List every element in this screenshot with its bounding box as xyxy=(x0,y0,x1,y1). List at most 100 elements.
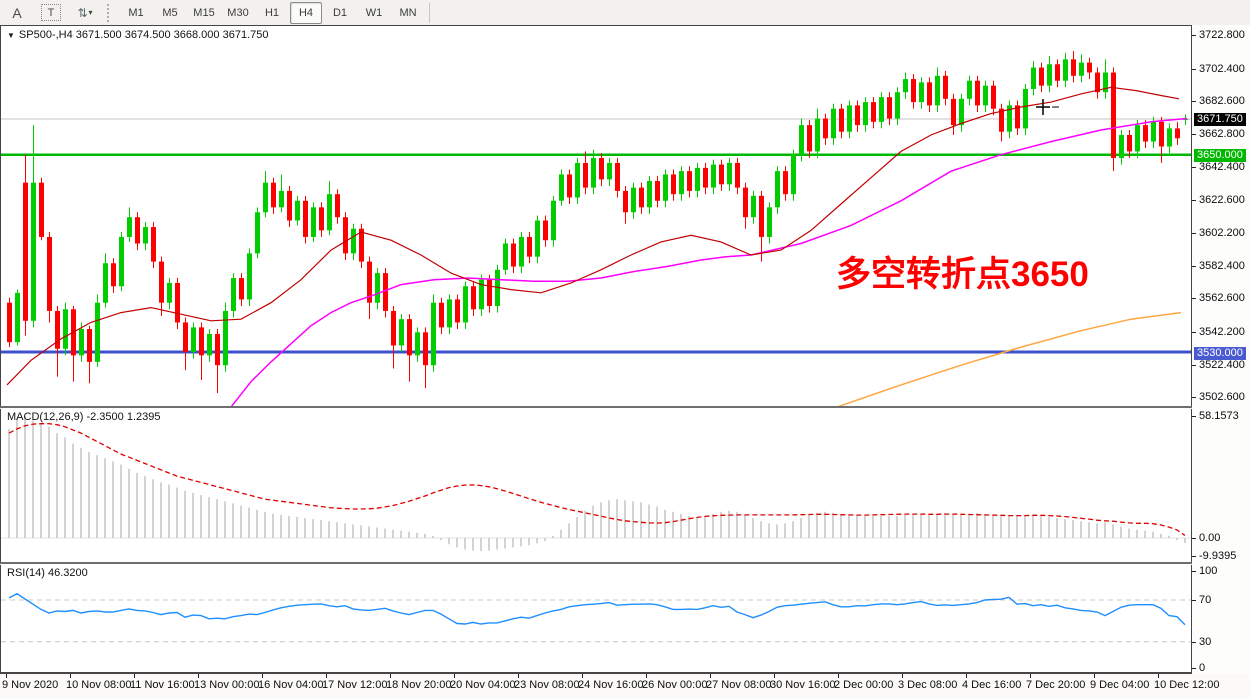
toolbar-grip[interactable] xyxy=(107,3,114,22)
price-axis[interactable]: 3722.800 3702.400 3682.600 3662.800 3642.400… xyxy=(1192,25,1250,674)
time-axis-label: 23 Nov 08:00 xyxy=(514,679,580,691)
time-axis-label: 27 Nov 08:00 xyxy=(706,679,772,691)
time-axis-label: 13 Nov 00:00 xyxy=(194,679,260,691)
timeframe-button-h4[interactable]: H4 xyxy=(290,1,322,24)
axis-tick-mark xyxy=(1192,133,1196,135)
time-tick-mark xyxy=(198,674,199,678)
axis-tick-mark xyxy=(1192,101,1196,103)
time-axis-label: 11 Nov 16:00 xyxy=(130,679,195,691)
time-tick-mark xyxy=(134,674,135,678)
axis-tick-mark xyxy=(1192,556,1196,557)
time-tick-mark xyxy=(326,674,327,678)
time-tick-mark xyxy=(582,674,583,678)
textbox-tool-button[interactable]: T xyxy=(35,2,67,24)
time-axis-label: 10 Nov 08:00 xyxy=(66,679,132,691)
axis-tick-mark xyxy=(1192,199,1196,201)
main-chart-canvas[interactable] xyxy=(1,26,1191,406)
price-axis-border xyxy=(1191,25,1192,674)
axis-tick-mark xyxy=(1192,298,1196,300)
rsi-axis-label: 0 xyxy=(1199,662,1206,674)
time-tick-mark xyxy=(262,674,263,678)
main-chart-panel[interactable]: ▼ SP500-,H4 3671.500 3674.500 3668.000 36… xyxy=(1,26,1191,406)
price-axis-label: 3682.600 xyxy=(1199,95,1245,108)
price-axis-label: 3542.200 xyxy=(1199,325,1245,338)
price-tag: 3530.000 xyxy=(1194,346,1246,360)
chart-top-border xyxy=(0,25,1250,26)
rsi-panel[interactable]: RSI(14) 46.3200 xyxy=(1,564,1191,672)
toolbar: A T ⇅ ▾ M1 M5 M15 M30 H1 H4 D1 W1 MN xyxy=(0,0,1250,26)
time-axis-label: 9 Nov 2020 xyxy=(2,679,59,691)
timeframe-button-d1[interactable]: D1 xyxy=(332,6,348,19)
chart-header: ▼ SP500-,H4 3671.500 3674.500 3668.000 36… xyxy=(7,29,268,41)
macd-panel[interactable]: MACD(12,26,9) -2.3500 1.2395 xyxy=(1,408,1191,562)
time-tick-mark xyxy=(902,674,903,678)
price-tag: 3671.750 xyxy=(1194,113,1246,127)
axis-tick-mark xyxy=(1192,397,1196,399)
timeframe-button-m30[interactable]: M30 xyxy=(227,6,249,19)
timeframe-button-m15[interactable]: M15 xyxy=(193,6,215,19)
macd-header: MACD(12,26,9) -2.3500 1.2395 xyxy=(7,411,161,423)
time-axis-label: 7 Dec 20:00 xyxy=(1026,679,1086,691)
macd-axis-label: 58.1573 xyxy=(1199,409,1239,422)
time-axis-label: 18 Nov 20:00 xyxy=(386,679,452,691)
textbox-tool-icon: T xyxy=(41,4,61,21)
timeframe-button-m1[interactable]: M1 xyxy=(128,6,144,19)
time-tick-mark xyxy=(1158,674,1159,678)
axis-tick-mark xyxy=(1192,265,1196,267)
time-axis-label: 17 Nov 12:00 xyxy=(322,679,388,691)
timeframe-button-m5[interactable]: M5 xyxy=(162,6,178,19)
price-axis-label: 3722.800 xyxy=(1199,29,1245,41)
time-tick-mark xyxy=(6,674,7,678)
macd-canvas[interactable] xyxy=(1,408,1191,562)
window-menu-caret-icon[interactable]: ▼ xyxy=(7,31,15,40)
time-tick-mark xyxy=(70,674,71,678)
time-tick-mark xyxy=(838,674,839,678)
axis-tick-mark xyxy=(1192,331,1196,333)
axis-tick-mark xyxy=(1192,35,1196,36)
price-axis-label: 3522.400 xyxy=(1199,358,1245,371)
time-axis-label: 26 Nov 00:00 xyxy=(642,679,708,691)
time-tick-mark xyxy=(390,674,391,678)
rsi-header: RSI(14) 46.3200 xyxy=(7,567,88,579)
chevron-down-icon: ▾ xyxy=(88,8,93,17)
time-tick-mark xyxy=(646,674,647,678)
chart-annotation-text: 多空转折点3650 xyxy=(836,255,1089,294)
macd-axis-label: 0.00 xyxy=(1199,532,1221,544)
time-axis-label: 16 Nov 04:00 xyxy=(258,679,324,691)
chart-left-border xyxy=(0,26,1,674)
axis-tick-mark xyxy=(1192,68,1196,70)
time-tick-mark xyxy=(774,674,775,678)
timeframe-button-h1[interactable]: H1 xyxy=(264,6,280,19)
time-axis-label: 10 Dec 12:00 xyxy=(1154,679,1220,691)
timeframe-button-w1[interactable]: W1 xyxy=(365,6,383,19)
moving-averages xyxy=(6,86,1188,406)
chart-header-text: SP500-,H4 3671.500 3674.500 3668.000 367… xyxy=(18,29,269,41)
time-tick-mark xyxy=(1030,674,1031,678)
rsi-canvas[interactable] xyxy=(1,564,1191,672)
timeframe-button-group: M1 M5 M15 M30 H1 H4 D1 W1 MN xyxy=(119,1,425,24)
time-axis-label: 3 Dec 08:00 xyxy=(898,679,958,691)
price-axis-label: 3702.400 xyxy=(1199,62,1245,75)
axis-tick-mark xyxy=(1192,364,1196,366)
axis-tick-mark xyxy=(1192,538,1196,539)
crosshair-marker xyxy=(1036,99,1059,116)
rsi-axis-label: 100 xyxy=(1199,565,1218,577)
timeframe-button-mn[interactable]: MN xyxy=(399,6,417,19)
axis-tick-mark xyxy=(1192,415,1196,417)
time-axis-label: 20 Nov 04:00 xyxy=(450,679,516,691)
price-axis-label: 3662.800 xyxy=(1199,127,1245,140)
time-axis[interactable]: 9 Nov 2020 10 Nov 08:00 11 Nov 16:00 13 Nov… xyxy=(0,674,1250,698)
text-label-tool-button[interactable]: A xyxy=(12,4,22,21)
axis-tick-mark xyxy=(1192,668,1196,669)
axis-tick-mark xyxy=(1192,600,1196,601)
candles-layer xyxy=(7,51,1188,394)
toolbar-separator xyxy=(429,2,430,23)
price-axis-label: 3502.600 xyxy=(1199,391,1245,404)
time-tick-mark xyxy=(454,674,455,678)
arrows-tool-button[interactable]: ⇅ ▾ xyxy=(69,2,101,24)
time-tick-mark xyxy=(1094,674,1095,678)
time-axis-border xyxy=(0,672,1250,674)
axis-tick-mark xyxy=(1192,233,1196,235)
rsi-axis-label: 30 xyxy=(1199,635,1212,648)
